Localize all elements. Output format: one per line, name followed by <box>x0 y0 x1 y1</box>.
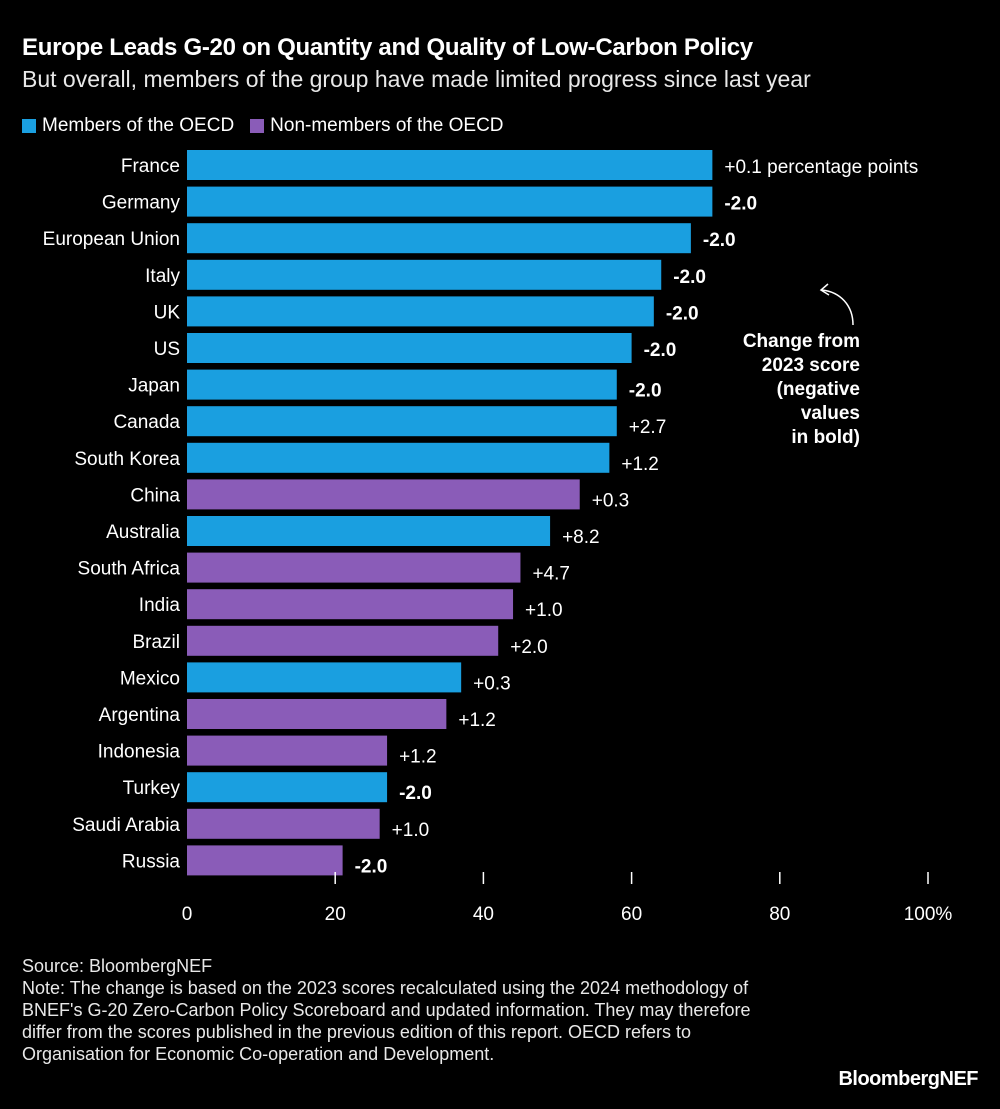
annotation-line: values <box>800 403 860 424</box>
bar-chart: France +0.1 percentage points Germany -2.0 E… <box>43 150 953 925</box>
data-label: +2.0 <box>510 637 548 658</box>
category-label: Canada <box>113 412 180 433</box>
tick-label: 80 <box>769 904 790 925</box>
data-label: -2.0 <box>666 303 699 324</box>
data-label: +1.0 <box>525 600 563 621</box>
data-label: +1.0 <box>392 820 430 841</box>
bar <box>187 442 610 473</box>
data-label: -2.0 <box>673 267 706 288</box>
category-label: UK <box>154 302 181 323</box>
tick-label: 0 <box>182 904 193 925</box>
data-label: +0.1 percentage points <box>724 157 918 178</box>
data-label: -2.0 <box>724 194 757 215</box>
category-label: Indonesia <box>98 742 181 763</box>
bar <box>187 259 662 290</box>
bar <box>187 662 462 693</box>
annotation-arrow <box>821 289 854 326</box>
tick-label: 20 <box>325 904 346 925</box>
annotation: Change from 2023 score (negative values … <box>700 330 860 450</box>
source-text: Source: BloombergNEF <box>22 956 213 976</box>
category-label: India <box>139 595 181 616</box>
data-label: +8.2 <box>562 527 600 548</box>
chart-title: Europe Leads G-20 on Quantity and Qualit… <box>22 34 753 61</box>
bar <box>187 625 499 656</box>
category-label: Mexico <box>120 668 180 689</box>
chart-subtitle: But overall, members of the group have m… <box>22 66 811 92</box>
category-label: China <box>130 485 180 506</box>
category-label: Germany <box>102 193 181 214</box>
category-label: Turkey <box>123 778 181 799</box>
data-label: +2.7 <box>629 417 667 438</box>
bar <box>187 406 617 437</box>
annotation-line: 2023 score <box>761 355 860 376</box>
category-label: Japan <box>128 376 180 397</box>
category-label: Saudi Arabia <box>72 815 180 836</box>
legend-swatch-non-oecd <box>250 119 265 133</box>
data-label: -2.0 <box>644 340 677 361</box>
logo: BloombergNEF <box>838 1068 978 1090</box>
category-label: Russia <box>122 851 181 872</box>
legend-swatch-oecd <box>22 119 36 133</box>
category-label: South Korea <box>74 449 180 470</box>
annotation-line: (negative <box>776 379 860 400</box>
bar <box>187 516 551 546</box>
bar <box>187 369 617 400</box>
legend-item-oecd: Members of the OECD <box>22 115 234 137</box>
legend: Members of the OECD Non-members of the O… <box>22 115 504 137</box>
bar <box>187 223 691 254</box>
tick-label: 60 <box>621 904 642 925</box>
category-label: South Africa <box>78 559 181 580</box>
tick-label: 100% <box>904 904 953 925</box>
bar <box>187 150 713 180</box>
data-label: +1.2 <box>458 710 496 731</box>
note-text: Note: The change is based on the 2023 sc… <box>22 978 751 1064</box>
bar <box>187 735 388 766</box>
annotation-line: Change from <box>742 331 860 352</box>
category-label: European Union <box>43 229 180 250</box>
data-label: +4.7 <box>532 564 570 585</box>
data-label: +1.2 <box>399 747 437 768</box>
legend-label-oecd: Members of the OECD <box>42 115 235 136</box>
category-label: Brazil <box>132 632 180 653</box>
data-label: +1.2 <box>621 454 659 475</box>
bar <box>187 699 447 729</box>
category-label: Italy <box>145 266 180 287</box>
category-label: US <box>154 339 180 360</box>
arrow-head-icon <box>819 283 830 296</box>
legend-label-non-oecd: Non-members of the OECD <box>270 115 504 136</box>
legend-item-non-oecd: Non-members of the OECD <box>250 115 504 137</box>
category-label: Australia <box>106 522 180 543</box>
bar <box>187 845 343 876</box>
data-label: -2.0 <box>355 856 388 877</box>
bar <box>187 479 580 510</box>
category-label: Argentina <box>99 705 181 726</box>
annotation-line: in bold) <box>791 427 860 448</box>
bar <box>187 772 388 803</box>
data-label: +0.3 <box>473 673 511 694</box>
tick-label: 40 <box>473 904 494 925</box>
bar <box>187 333 632 363</box>
bar <box>187 186 713 217</box>
footer: Source: BloombergNEF Note: The change is… <box>22 955 782 1065</box>
bar <box>187 589 514 620</box>
bar <box>187 808 380 839</box>
data-label: +0.3 <box>592 490 630 511</box>
data-label: -2.0 <box>629 381 662 402</box>
category-label: France <box>121 156 180 177</box>
data-label: -2.0 <box>703 230 736 251</box>
bar <box>187 552 521 583</box>
bar <box>187 296 654 327</box>
data-label: -2.0 <box>399 783 432 804</box>
